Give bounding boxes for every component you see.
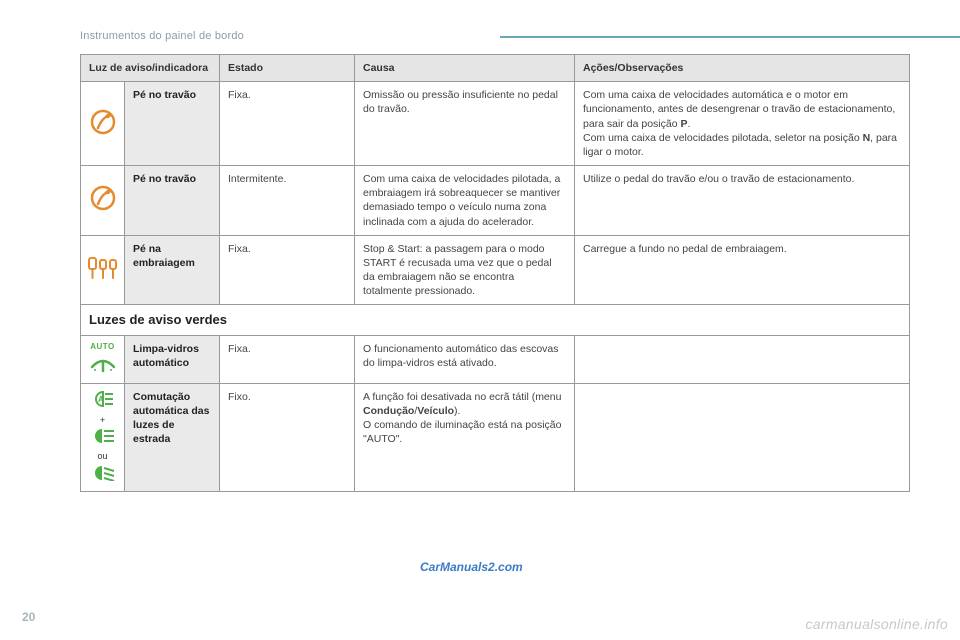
table-row: Pé no travão Fixa. Omissão ou pressão in… [81, 82, 910, 166]
row-state: Fixa. [220, 235, 355, 305]
green-lights-subheader: Luzes de aviso verdes [81, 305, 910, 336]
clutch-pedal-icon [86, 254, 120, 282]
row-name: Pé na embraiagem [125, 235, 220, 305]
table-row: A + ou [81, 383, 910, 491]
high-beam-icon [89, 428, 117, 444]
foot-brake-icon [88, 107, 118, 137]
watermark-carmanuals2: CarManuals2.com [420, 560, 523, 574]
foot-brake-icon [88, 183, 118, 213]
row-action: Carregue a fundo no pedal de embraiagem. [575, 235, 910, 305]
auto-label: AUTO [83, 342, 122, 353]
low-beam-icon [89, 465, 117, 481]
row-state: Fixa. [220, 335, 355, 383]
icon-cell [81, 166, 125, 236]
icon-cell: AUTO [81, 335, 125, 383]
table-header-row: Luz de aviso/indicadora Estado Causa Açõ… [81, 55, 910, 82]
row-cause: Com uma caixa de velocidades pilotada, a… [355, 166, 575, 236]
row-action: Utilize o pedal do travão e/ou o travão … [575, 166, 910, 236]
table-row: AUTO Limpa-vidros automático Fixa. O fun… [81, 335, 910, 383]
row-action [575, 335, 910, 383]
warning-lights-table: Luz de aviso/indicadora Estado Causa Açõ… [80, 54, 910, 492]
row-state: Fixo. [220, 383, 355, 491]
table-subheader-row: Luzes de aviso verdes [81, 305, 910, 336]
header-divider [500, 36, 960, 38]
auto-headlight-icon: A [89, 390, 117, 408]
table-row: Pé na embraiagem Fixa. Stop & Start: a p… [81, 235, 910, 305]
row-action: Com uma caixa de velocidades automática … [575, 82, 910, 166]
or-label: ou [83, 450, 122, 462]
row-name: Pé no travão [125, 82, 220, 166]
page-content: Instrumentos do painel de bordo Luz de a… [0, 0, 960, 492]
th-light: Luz de aviso/indicadora [81, 55, 220, 82]
svg-text:A: A [98, 395, 104, 404]
row-name: Limpa-vidros automático [125, 335, 220, 383]
row-name: Comutação automática das luzes de estrad… [125, 383, 220, 491]
th-cause: Causa [355, 55, 575, 82]
icon-cell: A + ou [81, 383, 125, 491]
watermark-carmanualsonline: carmanualsonline.info [806, 616, 949, 632]
plus-label: + [83, 414, 122, 426]
row-state: Intermitente. [220, 166, 355, 236]
icon-cell [81, 235, 125, 305]
page-number: 20 [22, 610, 35, 624]
wiper-icon [88, 353, 118, 373]
icon-cell [81, 82, 125, 166]
row-state: Fixa. [220, 82, 355, 166]
row-cause: Omissão ou pressão insuficiente no pedal… [355, 82, 575, 166]
row-action [575, 383, 910, 491]
row-cause: A função foi desativada no ecrã tátil (m… [355, 383, 575, 491]
table-row: Pé no travão Intermitente. Com uma caixa… [81, 166, 910, 236]
row-name: Pé no travão [125, 166, 220, 236]
row-cause: O funcionamento automático das escovas d… [355, 335, 575, 383]
th-state: Estado [220, 55, 355, 82]
th-action: Ações/Observações [575, 55, 910, 82]
row-cause: Stop & Start: a passagem para o modo STA… [355, 235, 575, 305]
